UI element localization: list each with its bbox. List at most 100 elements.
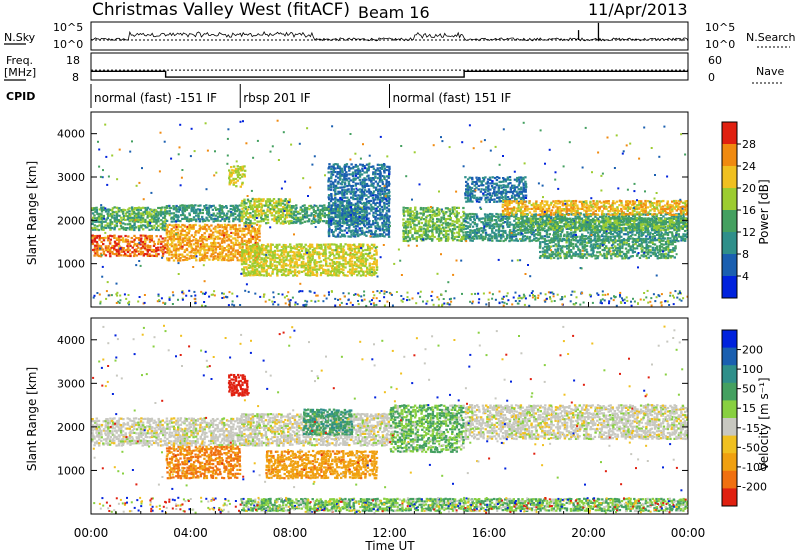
data-cell (369, 225, 373, 228)
data-cell (164, 251, 167, 254)
data-cell (327, 177, 331, 180)
data-cell (515, 190, 518, 193)
data-cell (339, 214, 342, 217)
data-cell (554, 219, 557, 222)
data-cell (291, 257, 295, 260)
data-cell (199, 243, 202, 246)
data-cell (340, 257, 343, 260)
data-cell (612, 235, 615, 238)
data-cell (254, 231, 257, 234)
data-cell (383, 190, 386, 193)
data-cell (133, 220, 136, 223)
data-cell (192, 251, 196, 254)
data-cell (307, 263, 310, 266)
data-cell (466, 192, 470, 195)
data-cell (374, 209, 377, 213)
data-cell (177, 210, 180, 213)
data-cell (183, 210, 187, 213)
data-cell (320, 204, 324, 207)
data-cell (283, 199, 287, 203)
data-cell (347, 247, 350, 250)
data-cell (210, 243, 213, 246)
data-cell (458, 223, 461, 226)
data-cell (205, 228, 208, 231)
data-cell (95, 206, 98, 209)
data-cell (352, 220, 355, 223)
data-cell (316, 251, 319, 254)
data-cell (613, 215, 616, 218)
data-cell (154, 212, 158, 215)
data-cell (251, 204, 254, 207)
data-cell (402, 218, 405, 221)
data-cell (504, 178, 507, 181)
data-cell (327, 221, 331, 224)
data-cell (376, 198, 380, 201)
data-cell (378, 229, 382, 232)
data-cell (340, 169, 344, 172)
data-cell (318, 266, 321, 269)
data-cell (155, 247, 158, 250)
data-cell (341, 180, 344, 183)
data-cell (280, 264, 283, 267)
data-cell (313, 266, 316, 269)
data-cell (358, 169, 361, 172)
data-cell (460, 230, 463, 233)
data-cell (560, 239, 564, 243)
data-cell (93, 254, 96, 257)
data-cell (240, 210, 244, 213)
data-cell (148, 224, 151, 227)
data-cell (208, 233, 211, 236)
data-cell (624, 214, 627, 218)
data-cell (152, 249, 156, 252)
data-cell (656, 231, 659, 234)
data-cell (229, 239, 233, 242)
data-cell (663, 225, 667, 229)
data-cell (128, 210, 131, 213)
data-cell (346, 243, 350, 246)
data-cell (335, 274, 338, 277)
data-cell (366, 270, 369, 273)
data-cell (325, 262, 328, 265)
data-cell (460, 238, 463, 241)
data-cell (203, 218, 206, 221)
data-cell (228, 171, 232, 174)
data-cell (482, 192, 485, 195)
data-cell (327, 202, 331, 205)
data-cell (462, 231, 465, 234)
data-cell (514, 198, 517, 201)
data-cell (186, 225, 189, 228)
data-cell (364, 257, 367, 260)
data-cell (253, 243, 256, 246)
data-cell (506, 215, 509, 219)
data-cell (364, 248, 367, 252)
data-cell (519, 198, 523, 201)
data-cell (349, 215, 353, 218)
data-cell (182, 237, 185, 240)
noise-tick-right-top: 10^5 (705, 21, 735, 34)
data-cell (545, 229, 549, 232)
data-cell (93, 246, 97, 250)
data-cell (212, 220, 215, 223)
data-cell (351, 253, 354, 256)
data-cell (305, 208, 308, 211)
data-cell (537, 217, 540, 220)
data-cell (310, 206, 313, 209)
data-cell (378, 202, 382, 205)
data-cell (355, 225, 358, 228)
data-cell (251, 227, 254, 230)
data-cell (502, 186, 505, 189)
data-cell (387, 176, 390, 179)
data-cell (510, 214, 513, 218)
data-cell (558, 229, 562, 232)
data-cell (534, 215, 537, 218)
data-cell (354, 182, 358, 185)
data-cell (425, 216, 428, 219)
scatter-band (228, 165, 247, 188)
data-cell (128, 219, 132, 222)
data-cell (493, 176, 497, 180)
data-cell (165, 244, 169, 247)
data-cell (143, 242, 147, 245)
data-cell (349, 213, 352, 216)
data-cell (144, 234, 147, 237)
